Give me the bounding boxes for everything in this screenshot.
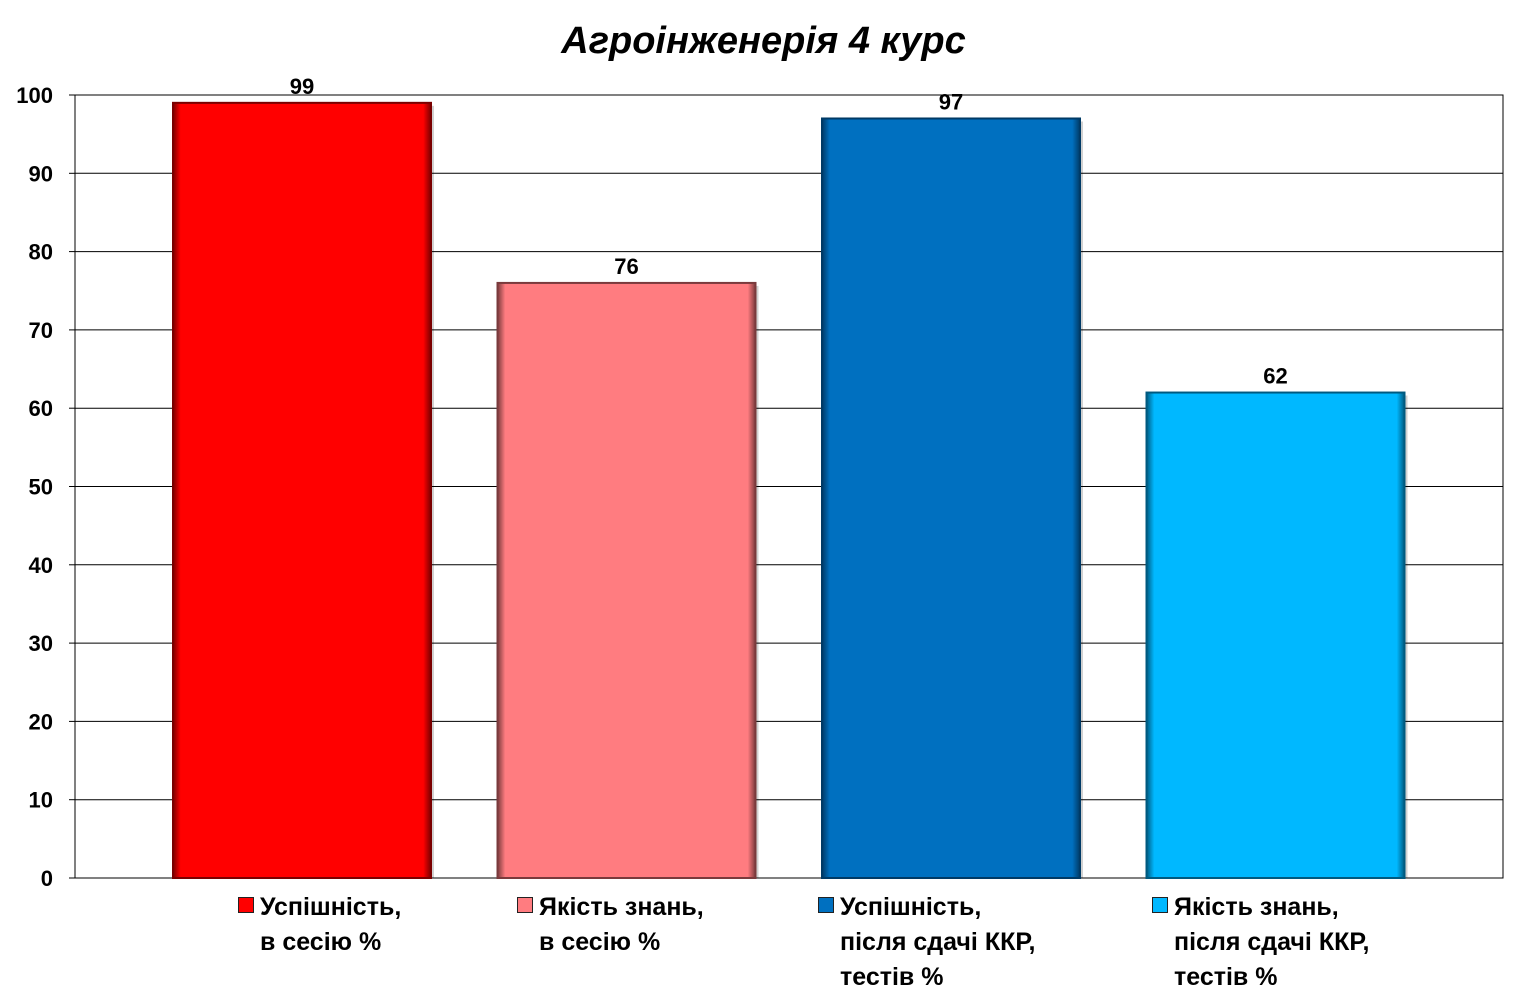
data-label: 97 [939, 89, 963, 114]
y-tick-label: 10 [29, 788, 53, 813]
y-tick-label: 30 [29, 631, 53, 656]
y-tick-label: 50 [29, 475, 53, 500]
legend-item-2: Якість знань, в сесію % [517, 890, 704, 960]
y-tick-label: 80 [29, 240, 53, 265]
data-labels: 99 76 97 62 [290, 74, 1288, 389]
y-tick-label: 100 [16, 83, 53, 108]
data-label: 76 [614, 254, 638, 279]
y-tick-label: 60 [29, 396, 53, 421]
bar [496, 281, 757, 880]
y-tick-label: 20 [29, 709, 53, 734]
y-tick-label: 70 [29, 318, 53, 343]
legend-swatch [1152, 897, 1168, 913]
legend-swatch [238, 897, 254, 913]
legend-label: Якість знань, в сесію % [539, 893, 704, 956]
y-tick-label: 40 [29, 553, 53, 578]
data-label: 62 [1263, 364, 1287, 389]
y-tick-label: 0 [41, 866, 53, 891]
legend-swatch [517, 897, 533, 913]
legend-item-1: Успішність, в сесію % [238, 890, 401, 960]
bar [172, 101, 432, 879]
bars [172, 101, 1408, 880]
legend-swatch [818, 897, 834, 913]
y-axis: 0 10 20 30 40 50 60 70 80 90 100 [16, 83, 75, 891]
bar [821, 117, 1081, 880]
data-label: 99 [290, 74, 314, 99]
legend-item-3: Успішність, після сдачі ККР, тестів % [818, 890, 1036, 995]
legend-label: Успішність, в сесію % [260, 893, 402, 956]
chart-title: Агроінженерія 4 курс [561, 20, 966, 62]
y-tick-label: 90 [29, 161, 53, 186]
legend-label: Успішність, після сдачі ККР, тестів % [840, 893, 1036, 991]
bar [1145, 391, 1406, 879]
legend-label: Якість знань, після сдачі ККР, тестів % [1174, 893, 1370, 991]
legend-item-4: Якість знань, після сдачі ККР, тестів % [1152, 890, 1370, 995]
